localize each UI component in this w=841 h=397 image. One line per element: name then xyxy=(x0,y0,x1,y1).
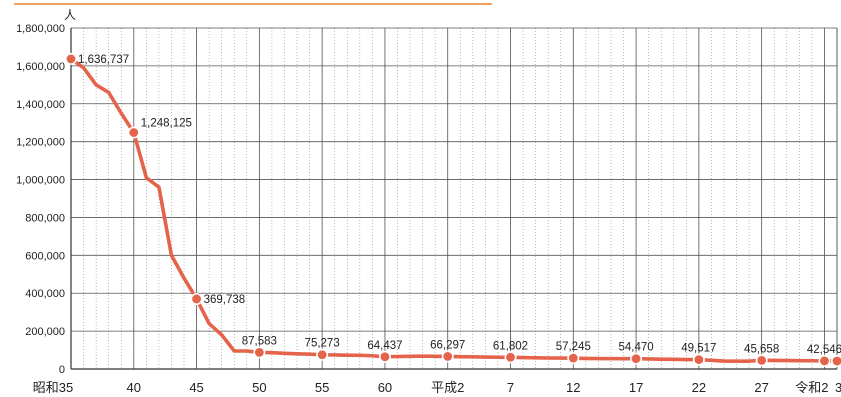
data-point-marker xyxy=(441,350,454,363)
y-tick-label: 1,800,000 xyxy=(16,23,65,35)
y-tick-label: 1,400,000 xyxy=(16,99,65,111)
data-label: 54,470 xyxy=(618,342,653,354)
y-tick-label: 400,000 xyxy=(25,288,65,300)
data-label: 57,245 xyxy=(556,341,591,353)
x-tick-label: 平成2 xyxy=(431,380,464,395)
y-tick-label: 200,000 xyxy=(25,326,65,338)
x-tick-label: 50 xyxy=(252,380,266,395)
data-label: 66,297 xyxy=(430,339,465,351)
y-tick-label: 1,600,000 xyxy=(16,61,65,73)
data-point-marker xyxy=(190,292,203,305)
x-tick-label: 12 xyxy=(566,380,580,395)
data-point-marker xyxy=(127,126,140,139)
data-point-marker xyxy=(378,350,391,363)
data-label: 369,738 xyxy=(204,294,246,306)
y-tick-label: 600,000 xyxy=(25,250,65,262)
data-point-marker xyxy=(253,346,266,359)
data-label: 1,636,737 xyxy=(78,54,129,66)
data-label: 42,546 xyxy=(807,344,841,356)
x-tick-label: 7 xyxy=(507,380,514,395)
data-label: 61,802 xyxy=(493,340,528,352)
plot-area: 1,636,737 1,248,125 369,738 87,583 75,273 64,… xyxy=(65,52,841,368)
y-tick-label: 800,000 xyxy=(25,212,65,224)
data-point-marker xyxy=(755,354,768,367)
x-tick-label: 27 xyxy=(754,380,768,395)
grid xyxy=(70,27,838,370)
y-tick-label: 0 xyxy=(59,364,65,376)
y-tick-label: 1,000,000 xyxy=(16,175,65,187)
data-label: 64,437 xyxy=(367,340,402,352)
data-label: 1,248,125 xyxy=(141,118,192,130)
x-tick-label: 55 xyxy=(315,380,329,395)
data-point-marker xyxy=(818,354,831,367)
x-tick-label: 令和2 xyxy=(795,380,828,395)
x-tick-label: 22 xyxy=(692,380,706,395)
data-point-marker xyxy=(65,52,78,65)
data-label: 75,273 xyxy=(305,338,340,350)
data-point-marker xyxy=(567,352,580,365)
data-label: 87,583 xyxy=(242,335,277,347)
data-point-marker xyxy=(630,352,643,365)
population-series-line xyxy=(69,57,839,364)
x-tick-label: 昭和35 xyxy=(33,380,73,395)
y-axis-unit-label: 人 xyxy=(64,8,76,22)
x-axis-ticks: 昭和35 40 45 50 55 60 平成2 7 12 17 22 27 令和2 3 xyxy=(33,380,841,395)
x-tick-label: 40 xyxy=(127,380,141,395)
data-point-marker xyxy=(692,353,705,366)
x-tick-label: 60 xyxy=(378,380,392,395)
data-label: 45,658 xyxy=(744,343,779,355)
x-tick-label: 45 xyxy=(189,380,203,395)
data-label: 49,517 xyxy=(681,343,716,355)
data-point-marker xyxy=(316,348,329,361)
y-axis-ticks: 0 200,000 400,000 600,000 800,000 1,000,000 1,… xyxy=(16,23,65,376)
y-tick-label: 1,200,000 xyxy=(16,137,65,149)
data-point-marker xyxy=(831,355,841,368)
x-tick-label: 3 xyxy=(835,380,841,395)
data-point-marker xyxy=(504,351,517,364)
x-tick-label: 17 xyxy=(629,380,643,395)
